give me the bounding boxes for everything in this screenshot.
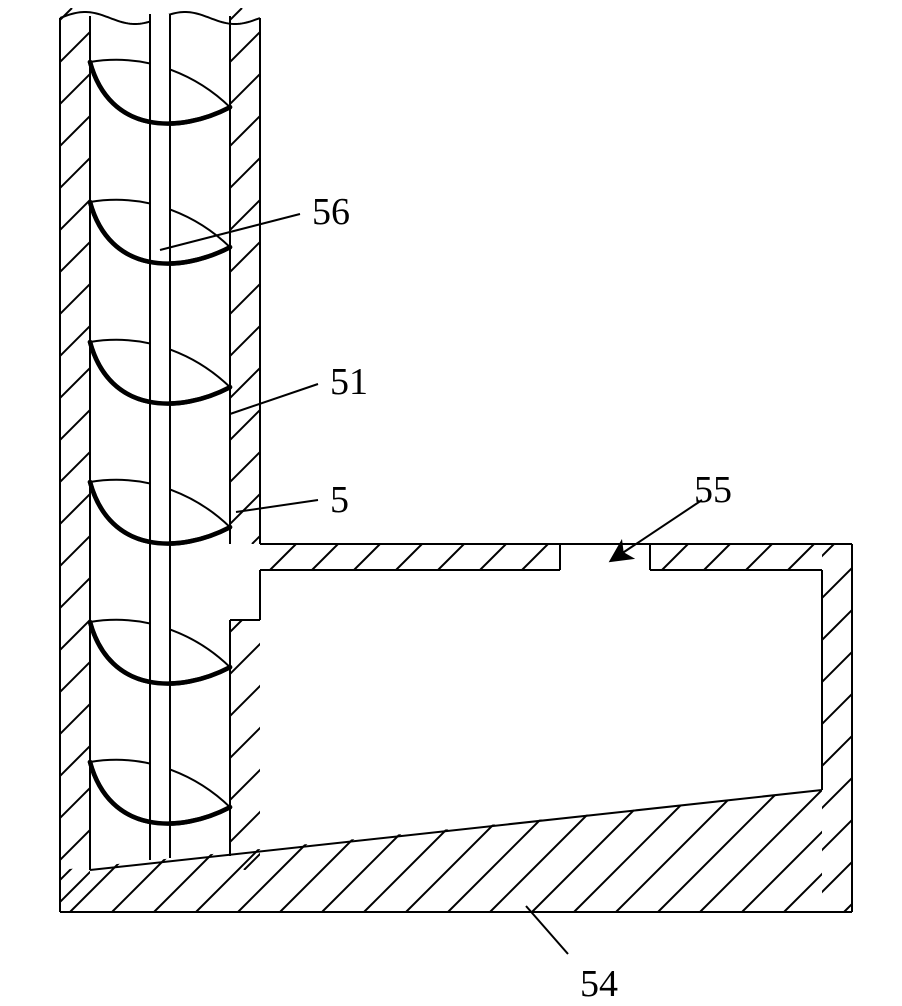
hatch-right-box (424, 544, 902, 912)
hatch-top-right (452, 544, 902, 570)
label-5: 5 (330, 478, 349, 522)
hatch-bottom (0, 790, 902, 912)
label-54: 54 (580, 962, 618, 1006)
outlines (60, 12, 852, 912)
label-55: 55 (694, 468, 732, 512)
technical-diagram (0, 0, 902, 1000)
hatch-right-wall-upper (0, 8, 902, 544)
hatch-left-wall (0, 8, 902, 912)
helix-auger (90, 14, 230, 860)
leader-lines (160, 214, 702, 954)
hatch-right-wall-lower (0, 620, 902, 870)
label-56: 56 (312, 190, 350, 234)
label-51: 51 (330, 360, 368, 404)
